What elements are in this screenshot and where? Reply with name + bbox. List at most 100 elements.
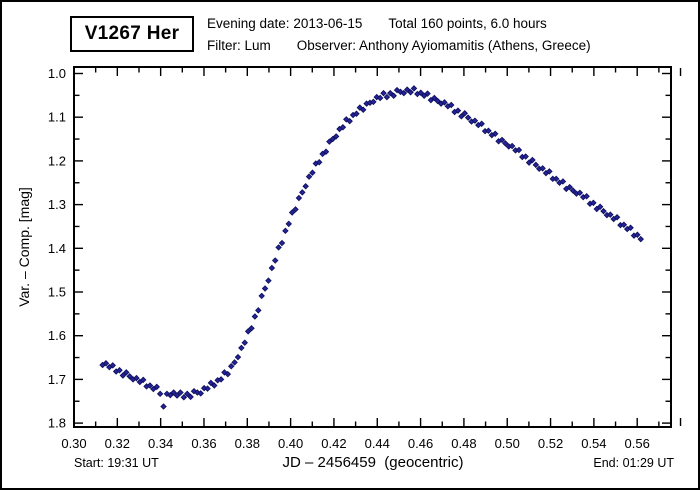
- data-point: [204, 385, 211, 392]
- total-points-text: Total 160 points, 6.0 hours: [388, 16, 547, 31]
- data-point: [146, 382, 154, 389]
- plot-border: [73, 66, 672, 428]
- data-point: [434, 97, 441, 105]
- data-point: [305, 173, 313, 180]
- start-time-label: Start: 19:31 UT: [74, 456, 159, 470]
- data-point: [251, 313, 259, 320]
- y-tick-label: 1.0: [48, 66, 66, 81]
- x-tick-label: 0.42: [321, 436, 346, 451]
- data-point: [126, 373, 133, 380]
- data-point: [258, 292, 265, 300]
- data-point: [370, 98, 377, 106]
- data-point: [552, 175, 560, 183]
- data-point: [471, 117, 479, 124]
- data-point: [431, 94, 438, 102]
- data-point: [227, 363, 235, 370]
- data-point: [447, 101, 455, 109]
- data-point: [119, 372, 127, 379]
- data-point: [255, 307, 262, 314]
- data-point: [241, 339, 248, 346]
- data-point: [485, 127, 492, 134]
- data-point: [248, 325, 255, 332]
- data-point: [183, 390, 191, 398]
- data-point: [424, 90, 431, 97]
- data-point: [329, 135, 336, 143]
- data-point: [559, 178, 567, 185]
- x-axis-label: JD – 2456459 (geocentric): [282, 454, 464, 471]
- data-point: [187, 393, 194, 401]
- filter-text: Filter: Lum: [207, 38, 271, 53]
- data-point: [417, 89, 424, 96]
- data-point: [292, 206, 299, 213]
- data-point: [525, 159, 533, 166]
- star-name: V1267 Her: [84, 23, 180, 44]
- data-point: [454, 107, 462, 114]
- header-line-2: Filter: Lum Observer: Anthony Ayiomamitis…: [207, 35, 591, 57]
- data-point: [197, 390, 204, 397]
- data-point: [133, 374, 140, 382]
- data-point: [393, 86, 401, 94]
- data-point: [458, 113, 465, 120]
- data-point: [356, 104, 364, 111]
- data-point: [180, 394, 188, 401]
- data-point: [160, 403, 167, 410]
- x-tick-label: 0.46: [408, 436, 433, 451]
- data-point: [177, 389, 184, 396]
- data-point: [326, 138, 333, 145]
- data-point: [515, 146, 523, 154]
- x-tick-label: 0.56: [625, 436, 650, 451]
- y-tick-label: 1.5: [48, 285, 66, 300]
- data-point: [102, 359, 110, 367]
- data-point: [332, 133, 340, 140]
- data-point: [410, 85, 418, 92]
- header-line-1: Evening date: 2013-06-15 Total 160 points…: [207, 13, 591, 35]
- data-point: [546, 168, 553, 175]
- x-tick-label: 0.50: [495, 436, 520, 451]
- data-point: [123, 369, 130, 376]
- x-tick-label: 0.44: [365, 436, 390, 451]
- data-point: [173, 392, 181, 399]
- data-point: [400, 89, 408, 97]
- data-point: [403, 86, 411, 93]
- data-point: [275, 244, 282, 251]
- data-point: [315, 158, 323, 166]
- observer-text: Observer: Anthony Ayiomamitis (Athens, G…: [296, 38, 591, 53]
- x-tick-label: 0.32: [105, 436, 130, 451]
- data-point: [116, 366, 123, 374]
- data-point: [244, 328, 252, 335]
- data-point: [231, 359, 238, 366]
- data-point: [539, 165, 546, 172]
- data-point: [156, 390, 164, 398]
- data-point: [613, 214, 621, 221]
- data-point: [596, 203, 604, 211]
- data-point: [441, 99, 448, 106]
- data-point: [265, 277, 272, 284]
- y-tick-label: 1.3: [48, 197, 66, 212]
- data-point: [139, 376, 147, 384]
- data-point: [309, 169, 316, 176]
- data-point: [299, 189, 306, 196]
- data-point: [211, 382, 218, 389]
- data-point: [261, 285, 269, 292]
- data-point: [491, 130, 499, 138]
- x-tick-label: 0.40: [278, 436, 303, 451]
- data-point: [383, 93, 391, 101]
- y-tick-label: 1.8: [48, 416, 66, 431]
- data-point: [502, 140, 509, 147]
- x-axis-tick-labels: 0.30 0.32 0.34 0.36 0.38 0.40 0.42 0.44 0.46 0.48…: [61, 436, 650, 451]
- y-tick-label: 1.2: [48, 153, 66, 168]
- data-point: [478, 120, 485, 127]
- x-tick-label: 0.52: [538, 436, 563, 451]
- data-point: [153, 383, 160, 391]
- data-point: [170, 389, 177, 396]
- data-point: [634, 231, 641, 238]
- data-point: [353, 110, 360, 117]
- data-point: [576, 189, 584, 197]
- data-point: [508, 142, 516, 150]
- data-point: [532, 161, 540, 169]
- x-tick-label: 0.48: [451, 436, 476, 451]
- star-name-box: V1267 Her: [70, 16, 194, 52]
- x-tick-label: 0.38: [235, 436, 260, 451]
